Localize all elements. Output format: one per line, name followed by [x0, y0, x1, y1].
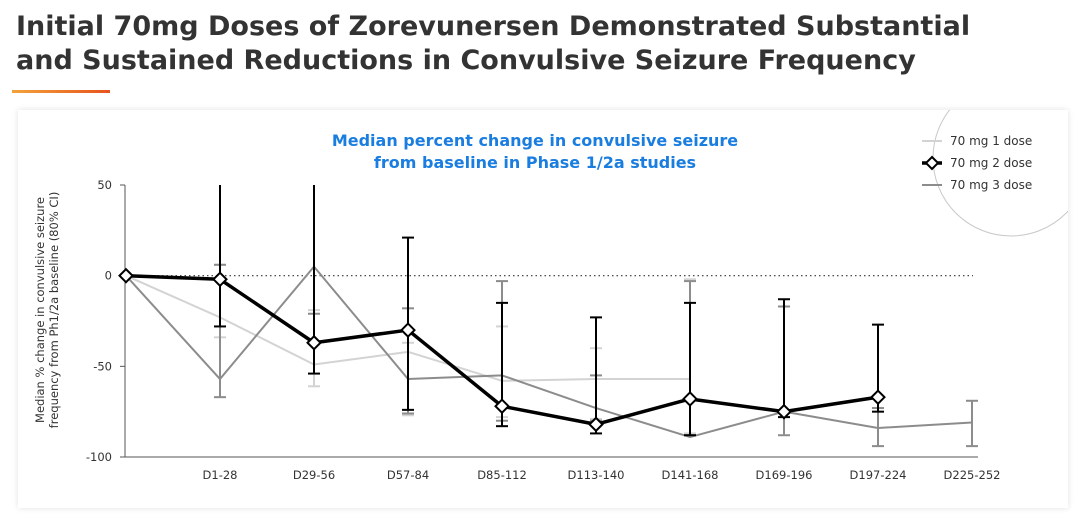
legend-label: 70 mg 2 dose	[950, 156, 1032, 170]
x-tick-label: D1-28	[203, 468, 238, 482]
x-tick-label: D225-252	[944, 468, 1001, 482]
x-tick-label: D85-112	[477, 468, 527, 482]
page-title-line-2: and Sustained Reductions in Convulsive S…	[16, 45, 916, 76]
data-point-marker	[118, 267, 134, 284]
data-point-marker	[494, 398, 510, 415]
x-tick-label: D57-84	[387, 468, 429, 482]
data-point-marker	[306, 334, 322, 351]
y-tick-label: -100	[86, 450, 112, 464]
y-axis-label-line-2: frequency from Ph1/2a baseline (80% CI)	[47, 192, 61, 429]
x-tick-label: D169-196	[756, 468, 813, 482]
data-point-marker	[682, 391, 698, 407]
series-2	[125, 185, 978, 448]
legend-label: 70 mg 1 dose	[950, 134, 1032, 148]
y-tick-label: 0	[105, 269, 112, 283]
page-title-line-1: Initial 70mg Doses of Zorevunersen Demon…	[16, 11, 971, 42]
y-axis-label-line-1: Median % change in convulsive seizure	[33, 197, 47, 423]
y-tick-label: -50	[93, 359, 112, 373]
data-point-marker	[870, 389, 886, 406]
chart-title-line-1: Median percent change in convulsive seiz…	[332, 131, 738, 150]
x-tick-label: D141-168	[662, 468, 719, 482]
title-accent-bar	[12, 90, 110, 93]
y-tick-label: 50	[97, 178, 112, 192]
x-tick-label: D29-56	[293, 468, 335, 482]
series-1	[118, 185, 886, 437]
legend-label: 70 mg 3 dose	[950, 178, 1032, 192]
plot-area: 50 0 -50 -100 D1-28 D29-56 D57-84 D85-112 D113-1…	[86, 178, 1001, 482]
data-point-marker	[212, 271, 228, 288]
legend-frame	[932, 110, 1068, 237]
seizure-frequency-chart: Median percent change in convulsive seiz…	[33, 110, 1068, 482]
legend-swatch-marker	[924, 155, 940, 171]
x-tick-label: D197-224	[850, 468, 907, 482]
x-tick-label: D113-140	[568, 468, 625, 482]
legend: 70 mg 1 dose 70 mg 2 dose 70 mg 3 dose	[922, 110, 1068, 237]
data-point-marker	[400, 322, 416, 338]
series-line	[125, 265, 973, 439]
page-title: Initial 70mg Doses of Zorevunersen Demon…	[16, 10, 1016, 78]
series-0	[125, 263, 696, 435]
chart-panel: Median percent change in convulsive seiz…	[18, 110, 1068, 508]
data-point-marker	[776, 403, 792, 420]
data-point-marker	[588, 416, 604, 433]
chart-title-line-2: from baseline in Phase 1/2a studies	[374, 153, 696, 172]
